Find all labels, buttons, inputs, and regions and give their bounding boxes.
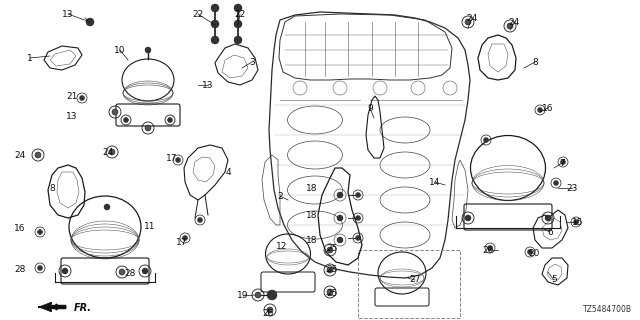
Text: 22: 22	[234, 10, 246, 19]
Text: 1: 1	[27, 53, 33, 62]
Circle shape	[145, 125, 151, 131]
Polygon shape	[38, 302, 66, 312]
Text: 13: 13	[67, 111, 77, 121]
Text: 20: 20	[528, 250, 540, 259]
Circle shape	[337, 237, 343, 243]
Text: TZ5484700B: TZ5484700B	[583, 305, 632, 314]
Circle shape	[337, 192, 343, 198]
Circle shape	[35, 152, 41, 158]
Circle shape	[545, 215, 551, 221]
Circle shape	[465, 215, 471, 221]
Circle shape	[62, 268, 68, 274]
Circle shape	[538, 108, 543, 113]
Text: 18: 18	[307, 183, 317, 193]
Text: 16: 16	[14, 223, 26, 233]
Text: 25: 25	[326, 290, 338, 299]
Circle shape	[145, 47, 151, 53]
Text: 7: 7	[559, 158, 565, 167]
Text: 5: 5	[551, 276, 557, 284]
Text: 2: 2	[277, 191, 283, 201]
Circle shape	[211, 20, 219, 28]
Circle shape	[327, 247, 333, 253]
Text: 22: 22	[193, 10, 204, 19]
Text: 6: 6	[547, 228, 553, 236]
Text: 18: 18	[307, 236, 317, 244]
Circle shape	[38, 266, 42, 270]
Text: 10: 10	[115, 45, 125, 54]
Text: 24: 24	[508, 18, 520, 27]
Circle shape	[119, 269, 125, 275]
Text: 15: 15	[572, 218, 584, 227]
Text: 24: 24	[102, 148, 114, 156]
Text: 9: 9	[367, 103, 373, 113]
Circle shape	[255, 292, 261, 298]
Text: 25: 25	[326, 266, 338, 275]
Polygon shape	[38, 304, 60, 310]
Circle shape	[79, 95, 84, 100]
Circle shape	[234, 4, 242, 12]
Circle shape	[327, 267, 333, 273]
Text: 16: 16	[542, 103, 554, 113]
Circle shape	[573, 220, 579, 225]
Circle shape	[211, 4, 219, 12]
Circle shape	[355, 215, 360, 220]
Text: 23: 23	[566, 183, 578, 193]
Circle shape	[104, 204, 110, 210]
Circle shape	[527, 250, 532, 254]
Text: 24: 24	[467, 13, 477, 22]
Circle shape	[355, 236, 360, 241]
Circle shape	[234, 36, 242, 44]
Circle shape	[465, 19, 471, 25]
Text: FR.: FR.	[74, 303, 92, 313]
Circle shape	[124, 117, 129, 123]
Text: 27: 27	[410, 276, 420, 284]
Text: 24: 24	[14, 150, 26, 159]
Text: 28: 28	[124, 269, 136, 278]
Circle shape	[112, 109, 118, 115]
Circle shape	[355, 193, 360, 197]
Circle shape	[507, 23, 513, 29]
Text: 3: 3	[249, 58, 255, 67]
Text: 13: 13	[62, 10, 74, 19]
Circle shape	[142, 268, 148, 274]
Circle shape	[86, 18, 94, 26]
Text: 18: 18	[307, 211, 317, 220]
Text: 20: 20	[483, 245, 493, 254]
Circle shape	[337, 215, 343, 221]
Circle shape	[198, 218, 202, 222]
Text: 28: 28	[14, 266, 26, 275]
Circle shape	[327, 289, 333, 295]
Circle shape	[554, 180, 559, 186]
Text: 11: 11	[144, 221, 156, 230]
Circle shape	[175, 157, 180, 163]
Text: 19: 19	[237, 292, 249, 300]
Circle shape	[211, 36, 219, 44]
Text: 14: 14	[429, 178, 441, 187]
Text: 25: 25	[326, 244, 338, 252]
Text: 17: 17	[166, 154, 178, 163]
Circle shape	[234, 20, 242, 28]
Circle shape	[168, 117, 173, 123]
Circle shape	[267, 290, 277, 300]
Text: 4: 4	[225, 167, 231, 177]
Circle shape	[267, 307, 273, 313]
Text: 13: 13	[202, 81, 214, 90]
Text: 21: 21	[67, 92, 77, 100]
Text: 26: 26	[262, 309, 274, 318]
Circle shape	[38, 229, 42, 235]
Text: 17: 17	[176, 237, 188, 246]
Circle shape	[182, 236, 188, 241]
Text: 8: 8	[532, 58, 538, 67]
Circle shape	[488, 245, 493, 251]
Circle shape	[109, 149, 115, 155]
Text: 12: 12	[276, 242, 288, 251]
Circle shape	[561, 159, 566, 164]
Circle shape	[483, 138, 488, 142]
Text: 8: 8	[49, 183, 55, 193]
